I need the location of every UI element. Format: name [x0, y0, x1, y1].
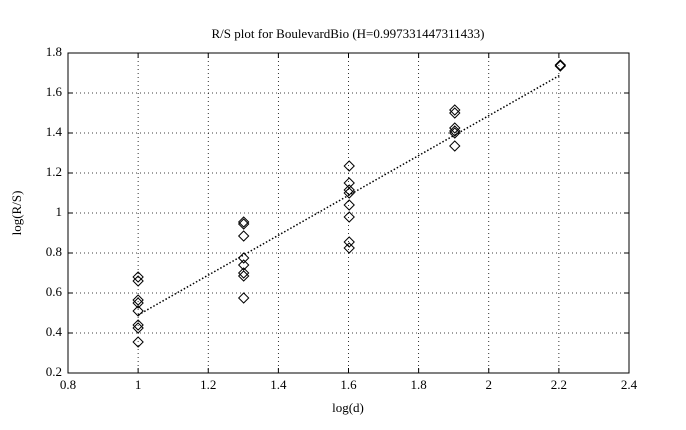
- point: [554, 59, 567, 71]
- point: [132, 319, 144, 331]
- point: [554, 60, 567, 72]
- x-tick-label: 1.8: [411, 377, 427, 392]
- point: [343, 236, 355, 248]
- point: [132, 322, 144, 334]
- point: [449, 127, 461, 139]
- point: [237, 259, 250, 271]
- x-tick-label: 2.2: [551, 377, 567, 392]
- y-tick-label: 0.4: [46, 324, 63, 339]
- x-axis-label: log(d): [332, 400, 364, 415]
- point: [237, 267, 250, 279]
- point: [343, 242, 355, 254]
- point: [343, 184, 355, 196]
- y-tick-label: 0.6: [46, 284, 63, 299]
- point: [343, 160, 355, 172]
- point: [343, 199, 355, 211]
- chart-title: R/S plot for BoulevardBio (H=0.997331447…: [212, 26, 485, 41]
- x-tick-label: 2: [486, 377, 493, 392]
- y-tick-label: 0.8: [46, 244, 62, 259]
- point: [132, 271, 144, 283]
- y-tick-label: 1.8: [46, 44, 62, 59]
- y-tick-label: 1.2: [46, 164, 62, 179]
- point: [237, 230, 250, 242]
- y-tick-label: 1: [56, 204, 63, 219]
- point: [132, 294, 144, 306]
- point: [132, 305, 144, 317]
- x-tick-label: 0.8: [60, 377, 76, 392]
- x-tick-label: 1.4: [270, 377, 287, 392]
- plot-frame: [67, 52, 630, 374]
- point: [449, 122, 461, 134]
- point: [237, 292, 250, 304]
- point: [237, 216, 250, 228]
- point: [237, 218, 250, 230]
- point: [343, 187, 355, 199]
- x-tick-label: 1.2: [200, 377, 216, 392]
- y-tick-label: 0.2: [46, 364, 62, 379]
- y-tick-label: 1.6: [46, 84, 63, 99]
- point: [132, 275, 144, 287]
- x-tick-label: 1.6: [340, 377, 357, 392]
- x-tick-label: 1: [135, 377, 142, 392]
- point: [132, 297, 144, 309]
- point: [449, 140, 461, 152]
- point: [449, 104, 461, 116]
- y-tick-label: 1.4: [46, 124, 63, 139]
- point: [343, 177, 355, 189]
- point: [343, 211, 355, 223]
- point: [449, 125, 461, 137]
- x-tick-label: 2.4: [621, 377, 638, 392]
- point: [449, 107, 461, 119]
- point: [132, 336, 144, 348]
- y-axis-label: log(R/S): [9, 191, 24, 236]
- point: [237, 270, 250, 282]
- fit-line: [137, 74, 561, 316]
- point: [237, 252, 250, 264]
